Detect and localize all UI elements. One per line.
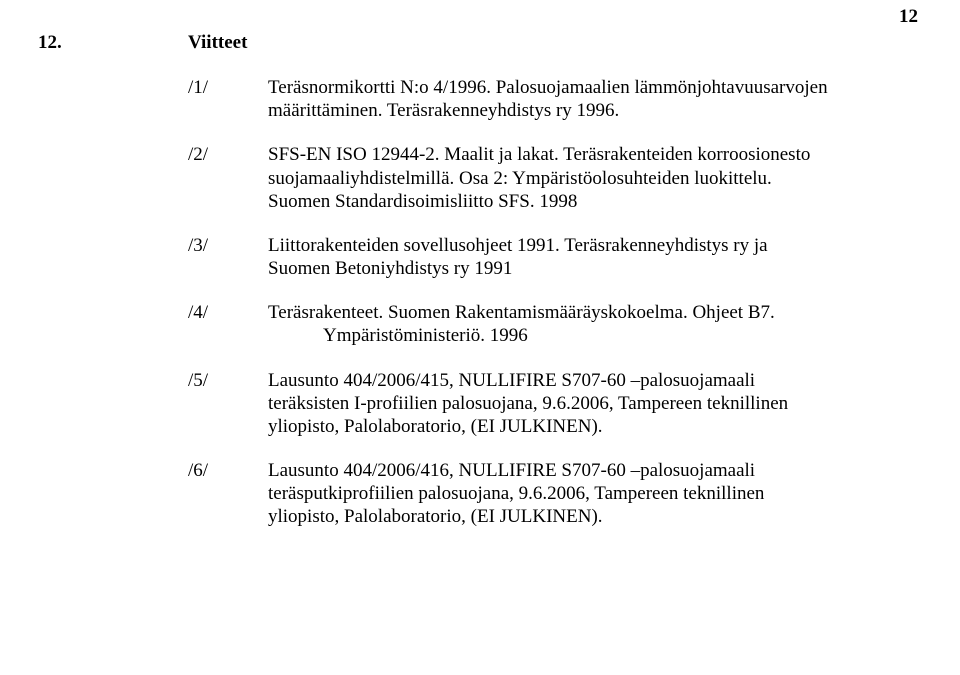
reference-key: /3/ <box>188 234 268 280</box>
reference-line: yliopisto, Palolaboratorio, (EI JULKINEN… <box>268 416 603 437</box>
reference-line: teräksisten I-profiilien palosuojana, 9.… <box>268 393 788 414</box>
reference-line-indented: Ympäristöministeriö. 1996 <box>268 325 528 346</box>
reference-text: Teräsnormikortti N:o 4/1996. Palosuojama… <box>268 76 888 122</box>
reference-line: Teräsnormikortti N:o 4/1996. Palosuojama… <box>268 77 828 98</box>
reference-line: SFS-EN ISO 12944-2. Maalit ja lakat. Ter… <box>268 144 810 165</box>
reference-line: Suomen Standardisoimisliitto SFS. 1998 <box>268 191 577 212</box>
reference-key: /4/ <box>188 301 268 347</box>
reference-key: /2/ <box>188 143 268 213</box>
section-title: Viitteet <box>188 32 247 54</box>
reference-line: Lausunto 404/2006/416, NULLIFIRE S707-60… <box>268 460 755 481</box>
reference-item: /1/ Teräsnormikortti N:o 4/1996. Palosuo… <box>188 76 888 122</box>
reference-line: yliopisto, Palolaboratorio, (EI JULKINEN… <box>268 506 603 527</box>
reference-line: Teräsrakenteet. Suomen Rakentamismääräys… <box>268 302 775 323</box>
reference-key: /6/ <box>188 459 268 529</box>
reference-line: suojamaaliyhdistelmillä. Osa 2: Ympärist… <box>268 168 772 189</box>
reference-line: teräsputkiprofiilien palosuojana, 9.6.20… <box>268 483 764 504</box>
reference-item: /5/ Lausunto 404/2006/415, NULLIFIRE S70… <box>188 369 888 439</box>
reference-item: /2/ SFS-EN ISO 12944-2. Maalit ja lakat.… <box>188 143 888 213</box>
reference-text: Liittorakenteiden sovellusohjeet 1991. T… <box>268 234 888 280</box>
reference-item: /4/ Teräsrakenteet. Suomen Rakentamismää… <box>188 301 888 347</box>
reference-key: /1/ <box>188 76 268 122</box>
reference-line: määrittäminen. Teräsrakenneyhdistys ry 1… <box>268 100 619 121</box>
references-list: /1/ Teräsnormikortti N:o 4/1996. Palosuo… <box>188 76 888 550</box>
reference-text: Teräsrakenteet. Suomen Rakentamismääräys… <box>268 301 888 347</box>
reference-line: Liittorakenteiden sovellusohjeet 1991. T… <box>268 235 768 256</box>
section-number: 12. <box>38 32 62 54</box>
reference-line: Lausunto 404/2006/415, NULLIFIRE S707-60… <box>268 370 755 391</box>
page-number: 12 <box>899 6 918 28</box>
reference-text: Lausunto 404/2006/415, NULLIFIRE S707-60… <box>268 369 888 439</box>
reference-text: SFS-EN ISO 12944-2. Maalit ja lakat. Ter… <box>268 143 888 213</box>
reference-line: Suomen Betoniyhdistys ry 1991 <box>268 258 512 279</box>
page: 12 12. Viitteet /1/ Teräsnormikortti N:o… <box>0 0 960 675</box>
reference-text: Lausunto 404/2006/416, NULLIFIRE S707-60… <box>268 459 888 529</box>
reference-key: /5/ <box>188 369 268 439</box>
reference-item: /6/ Lausunto 404/2006/416, NULLIFIRE S70… <box>188 459 888 529</box>
reference-item: /3/ Liittorakenteiden sovellusohjeet 199… <box>188 234 888 280</box>
